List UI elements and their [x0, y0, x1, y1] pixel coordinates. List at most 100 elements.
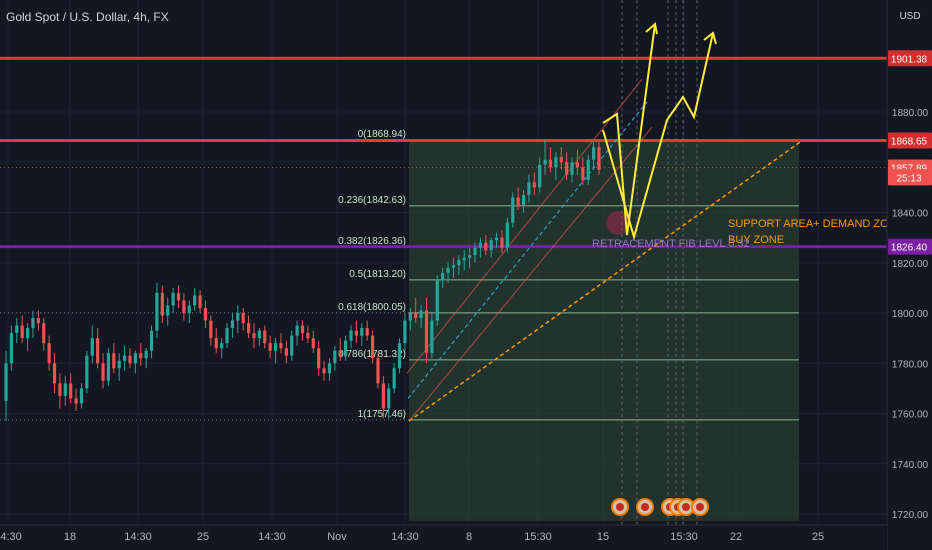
projection-path-2	[602, 32, 714, 241]
buy-zone-marker	[606, 211, 630, 235]
price-label-bg	[888, 132, 932, 149]
candle-body	[516, 197, 520, 205]
candle-body	[252, 333, 256, 339]
candle-body	[241, 313, 245, 324]
price-label-bg	[888, 238, 932, 255]
candle-body	[543, 159, 547, 165]
fib-zone	[409, 139, 799, 521]
x-tick-label: 25	[197, 531, 209, 543]
candle-body	[457, 260, 461, 266]
candle-body	[74, 398, 78, 404]
candle-body	[225, 328, 229, 344]
candle-body	[42, 323, 46, 344]
channel-mid-line	[407, 101, 648, 399]
candle-body	[360, 328, 364, 336]
support-area-annotation: SUPPORT AREA+ DEMAND ZONE	[728, 218, 904, 230]
candle-body	[521, 194, 526, 205]
candle-body	[4, 363, 8, 401]
candle-body	[532, 182, 536, 188]
candle-body	[300, 325, 305, 334]
candle-body	[117, 360, 121, 369]
price-label: 1826.40	[891, 243, 928, 254]
candle-body	[144, 350, 148, 359]
price-label: 1868.65	[891, 137, 928, 148]
y-tick-label: 1800.00	[892, 309, 929, 320]
y-tick-label: 1760.00	[892, 410, 929, 421]
candle-body	[149, 330, 154, 351]
x-tick-label: 18	[64, 531, 76, 543]
candle-body	[15, 325, 19, 334]
price-label-bg	[888, 169, 932, 186]
candle-body	[246, 323, 251, 334]
candle-body	[527, 182, 531, 195]
candle-body	[306, 333, 310, 339]
us-flag-event-icon	[682, 503, 690, 511]
candle-body	[565, 162, 569, 175]
us-flag-event-icon	[641, 503, 649, 511]
us-flag-event-icon	[696, 503, 704, 511]
candle-body	[273, 343, 278, 351]
candle-body	[176, 292, 181, 301]
x-tick-label: 15:30	[670, 531, 698, 543]
y-tick-label: 1780.00	[892, 359, 929, 370]
candle-body	[279, 343, 283, 349]
candle-body	[36, 318, 40, 324]
y-tick-label: 1720.00	[892, 510, 929, 521]
candle-body	[79, 388, 84, 404]
candle-body	[139, 353, 143, 359]
candle-body	[322, 368, 326, 374]
candle-body	[484, 242, 488, 251]
x-tick-label: 14:30	[391, 531, 419, 543]
candle-body	[31, 318, 35, 329]
candle-body	[370, 335, 375, 359]
candle-body	[155, 292, 159, 331]
fib-level-label: 1(1757.46)	[358, 409, 406, 420]
candle-body	[236, 313, 240, 321]
candle-body	[446, 267, 450, 273]
candle-body	[554, 157, 558, 168]
candle-body	[333, 350, 337, 364]
candle-body	[284, 348, 288, 356]
candle-body	[468, 255, 472, 258]
x-tick-label: 8	[466, 531, 472, 543]
currency-label: USD	[899, 11, 920, 22]
projection-arrowhead-1	[645, 22, 658, 35]
candle-body	[441, 272, 445, 281]
candle-body	[500, 237, 504, 248]
candle-body	[69, 383, 73, 399]
trend-line	[408, 141, 801, 422]
candle-body	[408, 313, 412, 321]
channel-lower-line	[408, 126, 653, 422]
candle-body	[478, 242, 482, 248]
price-axis	[887, 0, 932, 550]
candle-body	[187, 305, 191, 313]
candle-body	[376, 358, 380, 384]
price-label-bg	[888, 50, 932, 67]
candle-body	[430, 320, 434, 354]
x-tick-label: Nov	[327, 531, 347, 543]
candle-body	[182, 300, 186, 313]
candles	[4, 139, 601, 422]
candle-body	[85, 355, 89, 389]
x-tick-label: 14:30	[0, 531, 22, 543]
candle-body	[47, 343, 51, 364]
y-tick-label: 1820.00	[892, 259, 929, 270]
fib-level-label: 0.618(1800.05)	[338, 302, 406, 313]
candle-body	[387, 388, 391, 409]
y-tick-label: 1840.00	[892, 209, 929, 220]
candle-body	[166, 305, 170, 316]
candle-body	[414, 313, 418, 319]
candle-body	[220, 343, 224, 349]
channel-upper-line	[406, 79, 643, 374]
candle-body	[338, 350, 342, 356]
candle-body	[63, 383, 67, 396]
candle-body	[290, 335, 294, 356]
candle-body	[52, 363, 57, 384]
candle-body	[128, 355, 132, 364]
fib-level-label: 0.382(1826.36)	[338, 236, 406, 247]
candle-body	[198, 295, 202, 308]
y-tick-label: 1740.00	[892, 460, 929, 471]
x-tick-label: 14:30	[124, 531, 152, 543]
candle-body	[295, 325, 299, 336]
